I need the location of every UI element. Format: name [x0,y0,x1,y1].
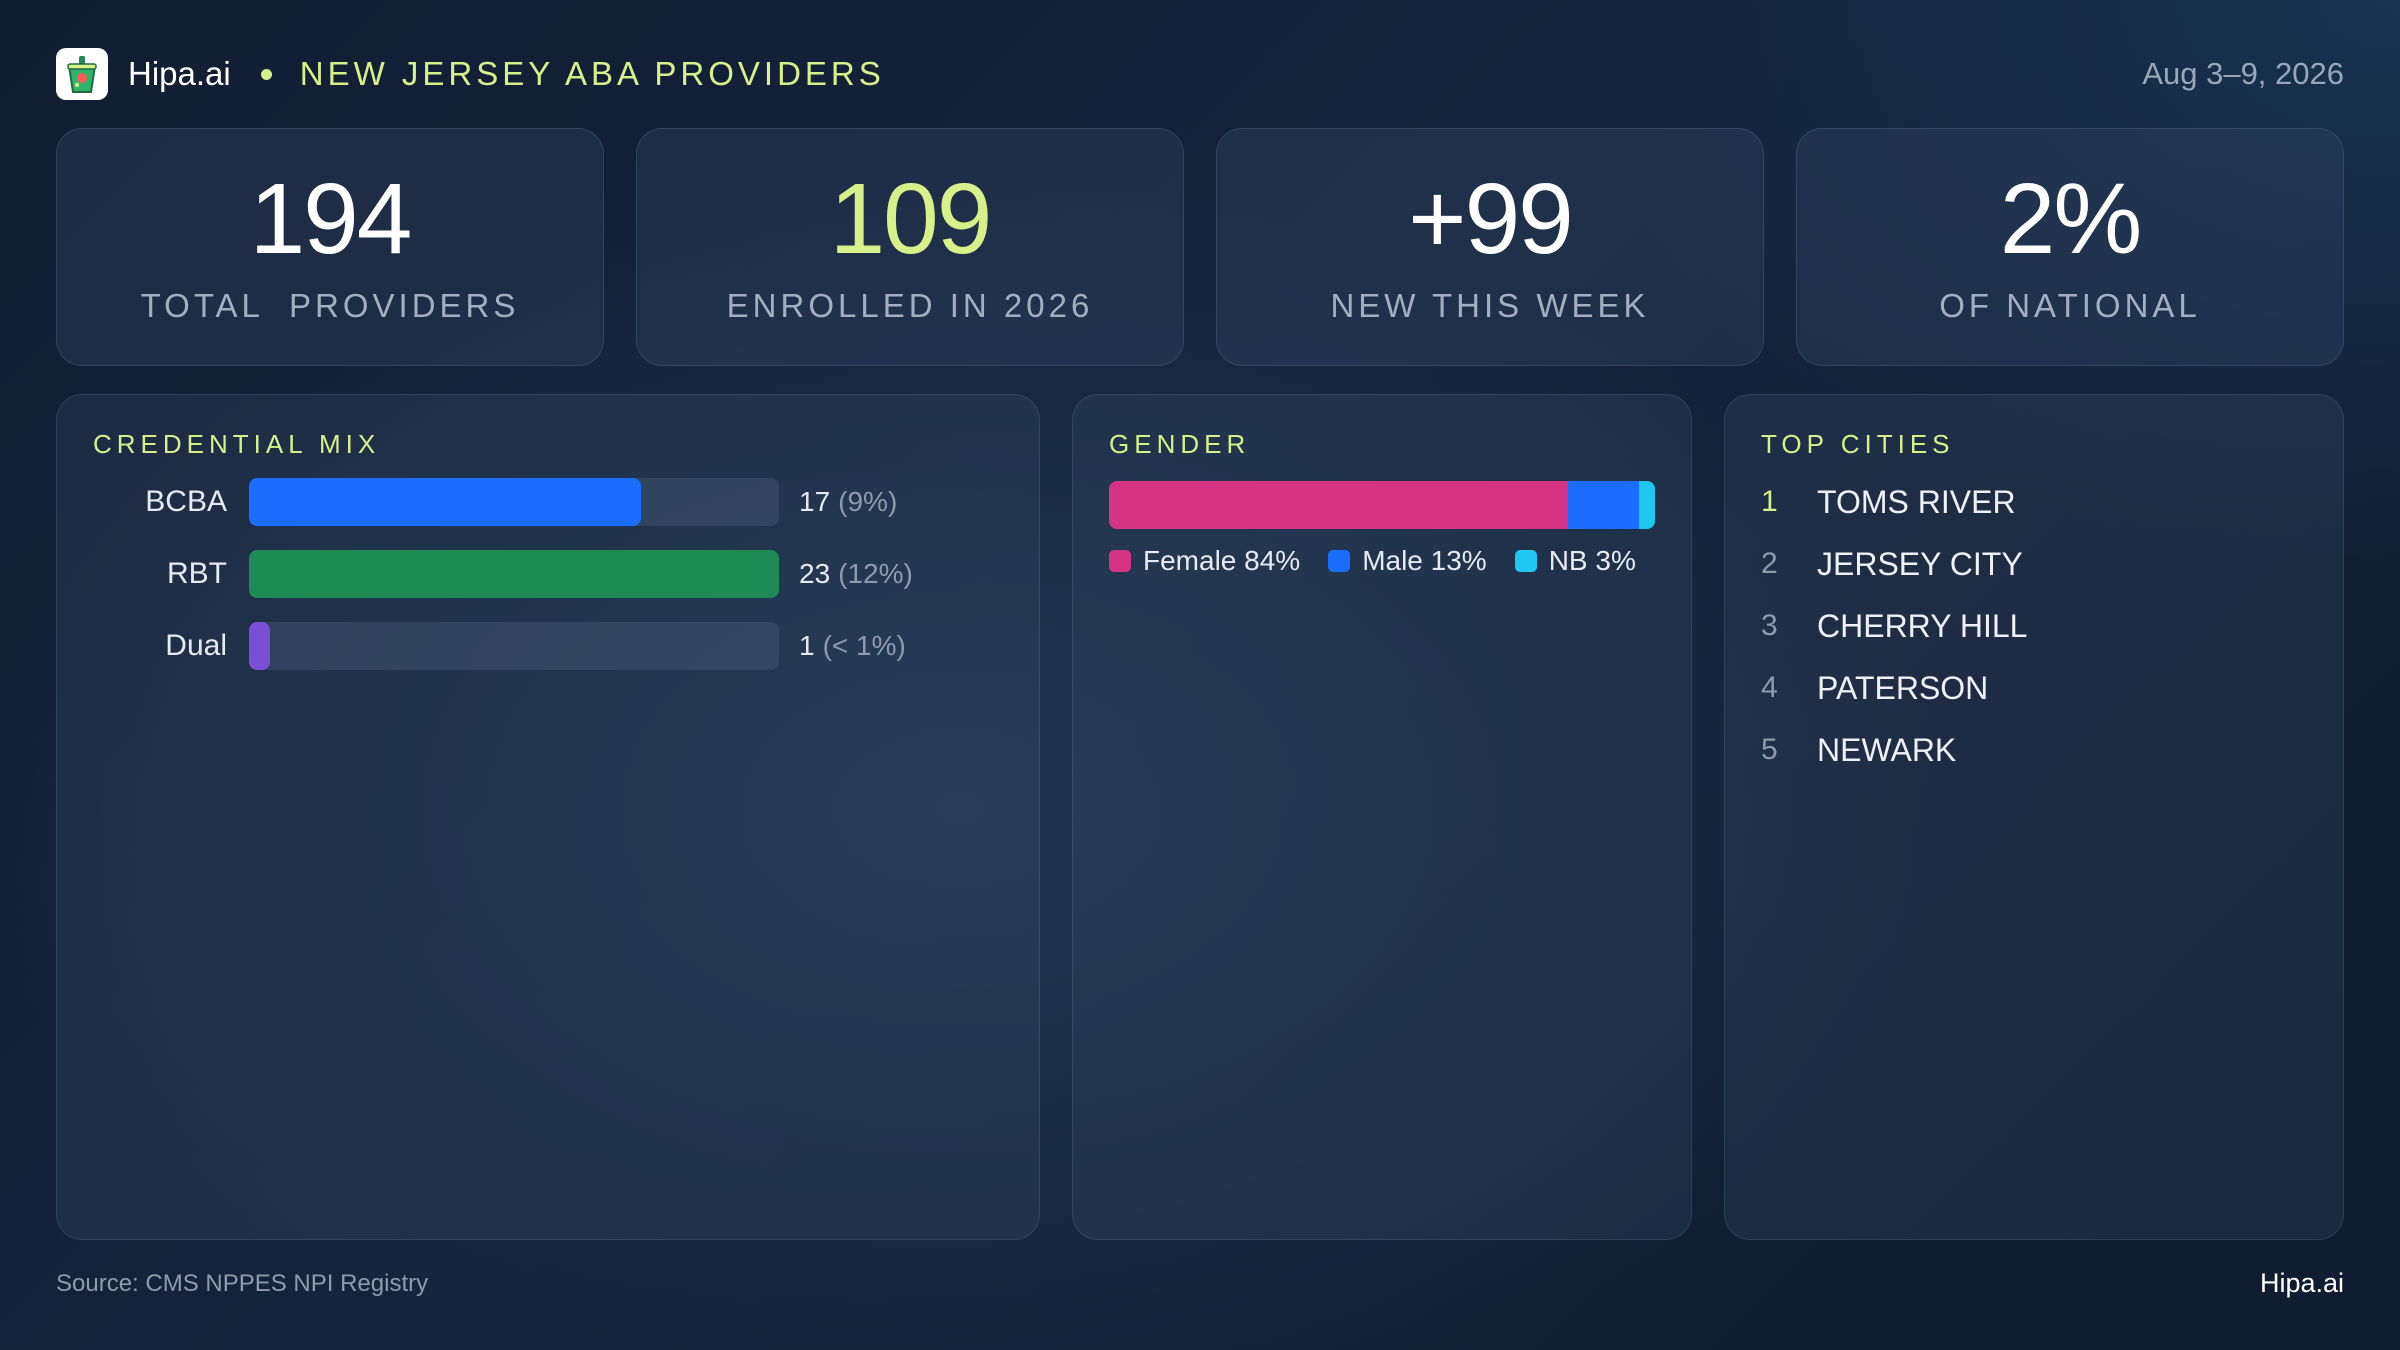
credential-bar-fill [249,478,642,526]
credential-row-bcba: BCBA 17 (9%) [93,477,897,527]
city-row: 3 CHERRY HILL [1761,601,2027,651]
panel-title: CREDENTIAL MIX [93,429,381,459]
top-cities-panel: TOP CITIES 1 TOMS RIVER 2 JERSEY CITY 3 … [1724,394,2344,1240]
kpi-label: NEW THIS WEEK [1330,287,1650,324]
credential-count: 23 (12%) [799,558,913,589]
city-name: TOMS RIVER [1817,483,2016,520]
cup-icon [56,48,108,100]
gender-segment-nb [1638,481,1655,529]
credential-bar-track [249,622,779,670]
credential-name: RBT [167,557,227,590]
city-name: JERSEY CITY [1817,545,2023,582]
legend-label: NB 3% [1548,545,1636,576]
legend-item-nb: NB 3% [1514,545,1636,577]
credential-percent: (9%) [838,486,898,517]
credential-name: Dual [165,629,227,662]
credential-percent: (< 1%) [822,630,906,661]
gender-legend: Female 84% Male 13% NB 3% [1109,545,1664,577]
kpi-card-of-national: 2% OF NATIONAL [1796,128,2344,366]
kpi-row: 194 TOTAL PROVIDERS 109 ENROLLED IN 2026… [56,128,2344,366]
brand-name: Hipa.ai [128,55,231,92]
legend-label: Male 13% [1362,545,1487,576]
city-rank: 5 [1761,733,1778,766]
city-rank: 4 [1761,671,1778,704]
city-rank: 1 [1761,485,1778,518]
city-name: NEWARK [1817,731,1957,768]
city-row: 1 TOMS RIVER [1761,477,2016,527]
header: Hipa.ai NEW JERSEY ABA PROVIDERS Aug 3–9… [56,46,2344,102]
city-row: 2 JERSEY CITY [1761,539,2023,589]
credential-row-dual: Dual 1 (< 1%) [93,621,906,671]
credential-bar-fill [249,550,779,598]
credential-bar-fill [249,622,271,670]
source-note: Source: CMS NPPES NPI Registry [56,1270,429,1297]
kpi-value: +99 [1408,163,1574,275]
credential-row-rbt: RBT 23 (12%) [93,549,913,599]
city-name: PATERSON [1817,669,1989,706]
legend-swatch [1328,550,1351,572]
kpi-label: OF NATIONAL [1939,287,2201,324]
credential-bar-track [249,550,779,598]
credential-count: 17 (9%) [799,486,898,517]
kpi-card-new-this-week: +99 NEW THIS WEEK [1216,128,1764,366]
gender-panel: GENDER Female 84% Male 13% NB 3% [1072,394,1692,1240]
kpi-label: ENROLLED IN 2026 [726,287,1094,324]
credential-name: BCBA [145,485,227,518]
separator-dot [260,68,272,80]
city-name: CHERRY HILL [1817,607,2028,644]
city-rank: 2 [1761,547,1778,580]
gender-segment-female [1109,481,1568,529]
date-range: Aug 3–9, 2026 [2142,56,2344,91]
panel-title: TOP CITIES [1761,429,1955,459]
credential-bar-track [249,478,779,526]
kpi-card-enrolled: 109 ENROLLED IN 2026 [636,128,1184,366]
kpi-value: 194 [249,163,413,275]
city-row: 5 NEWARK [1761,725,1956,775]
kpi-value: 2% [1999,163,2143,275]
panel-title: GENDER [1109,429,1251,459]
kpi-card-total-providers: 194 TOTAL PROVIDERS [56,128,604,366]
legend-label: Female 84% [1143,545,1301,576]
legend-swatch [1109,550,1131,572]
credential-percent: (12%) [838,558,913,589]
credential-mix-panel: CREDENTIAL MIX BCBA 17 (9%) RBT 23 (12%) D… [56,394,1040,1240]
city-row: 4 PATERSON [1761,663,1988,713]
footer-brand: Hipa.ai [2259,1268,2344,1298]
gender-stacked-bar [1109,481,1655,529]
kpi-label: TOTAL PROVIDERS [140,287,520,324]
gender-segment-male [1567,481,1639,529]
credential-count: 1 (< 1%) [799,630,906,661]
kpi-value: 109 [829,163,993,275]
legend-swatch [1514,550,1537,572]
city-rank: 3 [1761,609,1778,642]
report-title: NEW JERSEY ABA PROVIDERS [299,55,885,92]
legend-item-male: Male 13% [1328,545,1487,577]
legend-item-female: Female 84% [1109,545,1300,577]
